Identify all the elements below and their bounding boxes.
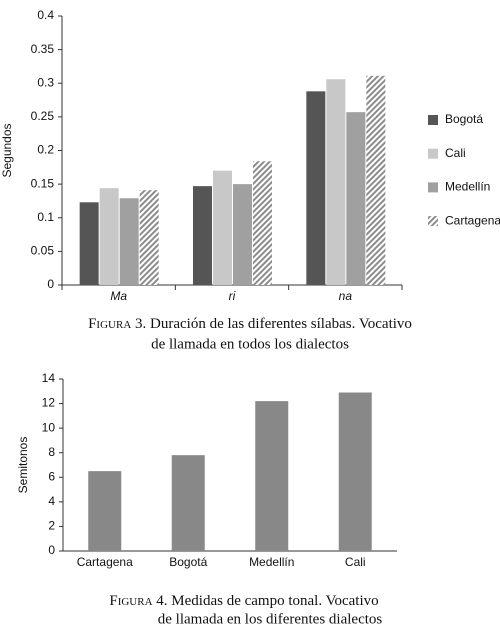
bar xyxy=(119,198,139,285)
y-tick-label: 4 xyxy=(48,494,55,508)
y-tick-label: 0 xyxy=(48,543,55,557)
bar xyxy=(326,79,346,285)
caption: Figura 4. Medidas de campo tonal. Vocati… xyxy=(109,593,378,609)
x-tick-label: Medellín xyxy=(249,555,294,569)
bar xyxy=(255,401,289,551)
y-tick-label: 0.3 xyxy=(37,75,54,89)
bar xyxy=(193,186,212,285)
y-tick-label: 0.1 xyxy=(37,210,54,224)
y-tick-label: 14 xyxy=(42,371,56,385)
bar xyxy=(306,91,326,285)
y-tick-label: 8 xyxy=(48,445,55,459)
y-tick-label: 0 xyxy=(47,277,54,291)
caption-text: de llamada en todos los dialectos xyxy=(151,336,349,352)
y-tick-label: 0.35 xyxy=(31,42,55,56)
x-tick-label: Cali xyxy=(345,555,366,569)
y-tick-label: 10 xyxy=(42,420,56,434)
y-tick-label: 12 xyxy=(42,396,56,410)
y-tick-label: 0.4 xyxy=(37,8,54,22)
legend-swatch xyxy=(428,216,438,227)
bar xyxy=(99,188,119,285)
bar xyxy=(346,112,366,285)
legend-label: Medellín xyxy=(445,180,490,194)
legend-label: Cartagena xyxy=(445,213,500,227)
caption-label: Figura 4. xyxy=(109,593,167,609)
y-tick-label: 0.25 xyxy=(31,109,55,123)
x-tick-label: Cartagena xyxy=(77,555,133,569)
bar xyxy=(233,184,252,285)
bar xyxy=(171,455,205,551)
y-axis-label: Segundos xyxy=(0,123,14,177)
x-tick-label: Ma xyxy=(110,289,127,303)
bar xyxy=(139,190,159,285)
legend-swatch xyxy=(428,148,438,159)
x-tick-label: Bogotá xyxy=(169,555,207,569)
bar xyxy=(338,392,372,551)
bar xyxy=(366,75,386,285)
bar xyxy=(79,202,99,285)
y-tick-label: 0.05 xyxy=(31,244,55,258)
legend-label: Bogotá xyxy=(445,112,483,126)
legend-swatch xyxy=(428,182,438,193)
y-tick-label: 0.2 xyxy=(37,143,54,157)
legend-label: Cali xyxy=(445,146,466,160)
x-tick-label: na xyxy=(339,289,353,303)
y-axis-label: Semitonos xyxy=(16,437,30,494)
caption-text: de llamada en los diferentes dialectos xyxy=(158,611,383,627)
legend-swatch xyxy=(428,115,438,125)
bar xyxy=(88,471,122,551)
x-tick-label: ri xyxy=(229,289,236,303)
bar xyxy=(213,170,232,285)
caption-text: Medidas de campo tonal. Vocativo xyxy=(171,593,378,609)
y-tick-label: 2 xyxy=(48,519,55,533)
y-tick-label: 0.15 xyxy=(31,176,55,190)
bar xyxy=(253,161,272,285)
caption-label: Figura 3. xyxy=(88,316,146,332)
y-tick-label: 6 xyxy=(48,469,55,483)
caption: Figura 3. Duración de las diferentes síl… xyxy=(88,316,412,332)
caption-text: Duración de las diferentes sílabas. Voca… xyxy=(150,316,412,332)
